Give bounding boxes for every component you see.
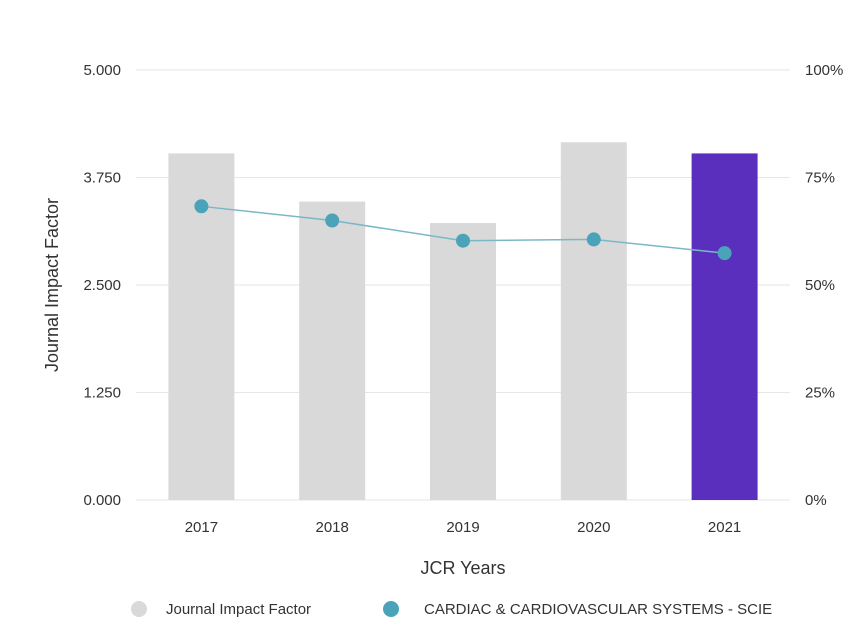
y-tick-label: 3.750 <box>83 170 121 187</box>
legend-item-line[interactable]: CARDIAC & CARDIOVASCULAR SYSTEMS - SCIE <box>383 601 772 618</box>
bar[interactable] <box>691 153 758 501</box>
bar[interactable] <box>560 142 627 501</box>
y2-tick-label: 50% <box>805 277 835 294</box>
legend: Journal Impact Factor CARDIAC & CARDIOVA… <box>131 601 772 618</box>
line-point[interactable] <box>717 246 732 261</box>
bar[interactable] <box>430 223 496 500</box>
legend-swatch-line-icon <box>383 601 399 617</box>
x-tick-label: 2021 <box>708 519 741 536</box>
y2-tick-label: 75% <box>805 170 835 187</box>
axes: 0.000 0% 1.250 25% 2.500 50% 3.750 75% 5.000 100%… <box>83 62 843 536</box>
y-tick-label: 0.000 <box>83 492 121 509</box>
x-axis-title: JCR Years <box>420 558 505 578</box>
bar-series <box>168 142 758 501</box>
line-series <box>194 199 732 261</box>
legend-item-bar[interactable]: Journal Impact Factor <box>131 601 311 618</box>
line-point[interactable] <box>586 232 601 247</box>
y-tick-label: 5.000 <box>83 62 121 79</box>
line-point[interactable] <box>456 233 470 248</box>
x-tick-label: 2017 <box>185 519 218 536</box>
legend-label-bar: Journal Impact Factor <box>166 601 311 618</box>
x-tick-label: 2020 <box>577 519 610 536</box>
y2-tick-label: 25% <box>805 385 835 402</box>
bar[interactable] <box>299 201 366 500</box>
legend-label-line: CARDIAC & CARDIOVASCULAR SYSTEMS - SCIE <box>424 601 772 618</box>
x-tick-label: 2019 <box>446 519 479 536</box>
line-point[interactable] <box>325 213 340 228</box>
y-axis-title: Journal Impact Factor <box>42 198 62 372</box>
y-tick-label: 1.250 <box>83 385 121 402</box>
y2-tick-label: 100% <box>805 62 843 79</box>
y2-tick-label: 0% <box>805 492 827 509</box>
legend-swatch-bar-icon <box>131 601 147 617</box>
y-tick-label: 2.500 <box>83 277 121 294</box>
line-point[interactable] <box>194 199 209 214</box>
x-tick-label: 2018 <box>316 519 349 536</box>
